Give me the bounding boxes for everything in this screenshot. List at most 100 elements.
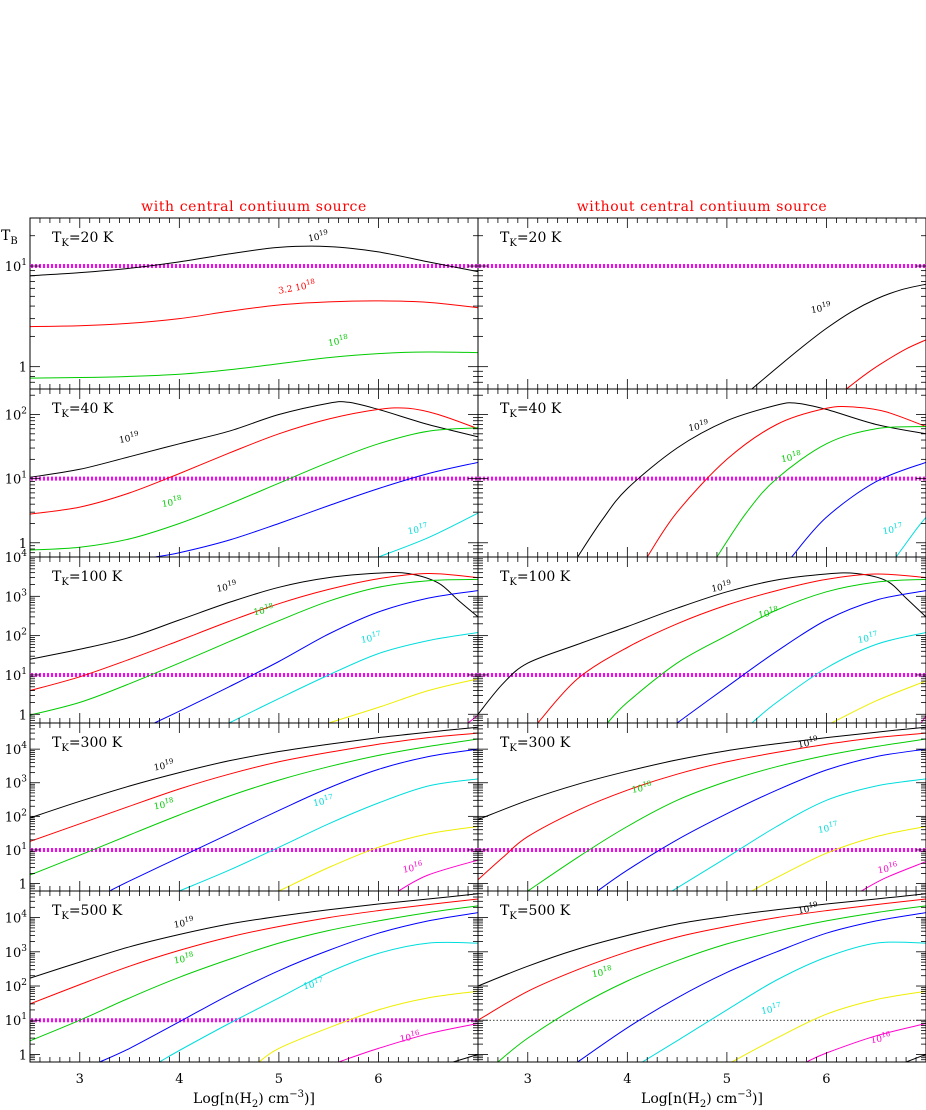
series-line-3-2-10-18 bbox=[30, 732, 478, 842]
series-label-10-16: 1016 bbox=[876, 860, 899, 876]
series-line-3-2-10-17 bbox=[791, 461, 926, 557]
x-tick-label: 5 bbox=[723, 1072, 731, 1087]
series-label-10-19: 1019 bbox=[173, 915, 195, 931]
series-label-10-18: 1018 bbox=[757, 605, 779, 621]
panel-title: TK=20 K bbox=[500, 230, 562, 249]
series-line-3-2-10-17 bbox=[109, 748, 478, 891]
x-axis-label-right: Log[n(H2) cm−3)] bbox=[641, 1089, 763, 1110]
series-label-10-19: 1019 bbox=[153, 757, 175, 773]
series-line-10-19 bbox=[30, 571, 478, 660]
series-line-10-18 bbox=[607, 578, 926, 723]
panel-r0c0: 1019 3.2 1018 1018 1 101 TK=20 K bbox=[5, 217, 479, 390]
series-line-10-19 bbox=[751, 283, 926, 389]
y-tick-label: 102 bbox=[5, 628, 27, 645]
series-line-10-16 bbox=[806, 1023, 926, 1062]
series-label-10-17: 1017 bbox=[857, 630, 879, 646]
series-line-10-16 bbox=[338, 1023, 478, 1062]
panel-title: TK=100 K bbox=[500, 569, 571, 588]
column-title-right: without central contiuum source bbox=[577, 199, 828, 215]
panel-r4c1: 1019 1018 1017 1016 3 4 5 6 TK=500 K bbox=[477, 890, 926, 1087]
series-line-3-2-10-18 bbox=[478, 732, 926, 881]
series-line-10-19 bbox=[30, 401, 478, 478]
series-line-3-2-10-16 bbox=[258, 990, 478, 1062]
y-tick-label: 103 bbox=[5, 944, 28, 961]
panel-r1c0: 1019 1018 1017 1 101 102 TK=40 K bbox=[5, 388, 479, 558]
y-tick-label: 104 bbox=[5, 741, 28, 758]
series-line-3-2-10-18 bbox=[478, 898, 926, 1021]
x-tick-label: 5 bbox=[275, 1072, 283, 1087]
series-line-3-2-10-18 bbox=[846, 339, 926, 389]
series-label-10-19: 1019 bbox=[797, 734, 819, 750]
y-axis-subscript: B bbox=[10, 236, 17, 247]
series-label-10-19: 1019 bbox=[710, 578, 732, 594]
series-label-10-18: 1018 bbox=[631, 779, 653, 795]
series-label-10-18: 1018 bbox=[153, 796, 175, 812]
panel-title: TK=20 K bbox=[52, 230, 114, 249]
y-tick-label: 1 bbox=[19, 1048, 27, 1063]
series-line-3-2-10-16 bbox=[328, 678, 478, 723]
series-label-10-18: 1018 bbox=[780, 449, 802, 465]
series-line-10-16 bbox=[398, 859, 478, 891]
x-tick-label: 3 bbox=[524, 1072, 532, 1087]
series-line-10-19 bbox=[30, 726, 478, 819]
series-label-10-19: 1019 bbox=[118, 430, 140, 446]
series-line-3-2-10-18 bbox=[646, 405, 926, 557]
series-label-10-18: 1018 bbox=[327, 333, 349, 349]
column-title-left: with central contiuum source bbox=[141, 199, 367, 215]
series-line-3-2-10-18 bbox=[30, 407, 478, 515]
series-line-3-2-10-16 bbox=[731, 990, 926, 1062]
series-line-10-17 bbox=[179, 778, 478, 891]
y-tick-label: 101 bbox=[5, 667, 27, 684]
y-tick-label: 102 bbox=[5, 978, 27, 995]
series-line-3-2-10-16 bbox=[751, 826, 926, 891]
y-tick-label: 1 bbox=[19, 537, 27, 552]
series-label-10-17: 1017 bbox=[407, 521, 429, 537]
y-tick-label: 101 bbox=[5, 1012, 27, 1029]
series-label-10-16: 1016 bbox=[870, 1030, 893, 1046]
series-line-10-19 bbox=[577, 402, 926, 557]
y-tick-label: 101 bbox=[5, 842, 27, 859]
series-label-10-17: 1017 bbox=[817, 820, 839, 836]
y-tick-label: 1 bbox=[19, 878, 27, 893]
y-tick-label: 101 bbox=[5, 258, 27, 275]
series-line-10-18 bbox=[497, 905, 926, 1062]
series-label-10-19: 1019 bbox=[307, 228, 329, 244]
x-tick-label: 6 bbox=[374, 1072, 382, 1087]
series-line-10-18 bbox=[30, 905, 478, 1042]
y-tick-label: 103 bbox=[5, 588, 28, 605]
panel-r1c1: 1019 1018 1017 TK=40 K bbox=[477, 388, 926, 558]
y-tick-label: 102 bbox=[5, 407, 27, 424]
series-label-10-17: 1017 bbox=[881, 521, 903, 537]
series-line-10-17 bbox=[671, 778, 926, 891]
series-line-10-18 bbox=[30, 427, 478, 551]
y-axis-symbol: T bbox=[1, 228, 11, 244]
series-label-10-19: 1019 bbox=[687, 418, 709, 434]
series-line-3-2-10-18 bbox=[30, 300, 478, 328]
series-label-10-17: 1017 bbox=[302, 976, 324, 992]
series-label-10-17: 1017 bbox=[312, 793, 334, 809]
series-line-10-17 bbox=[228, 632, 478, 723]
series-label-10-18: 1018 bbox=[591, 964, 613, 980]
series-line-10-17 bbox=[378, 512, 478, 557]
y-tick-label: 1 bbox=[19, 361, 27, 376]
panel-r0c1: 1019 TK=20 K bbox=[477, 217, 926, 390]
series-label-10-16: 1016 bbox=[402, 859, 425, 875]
panel-r3c1: 1019 1018 1017 1016 TK=300 K bbox=[477, 722, 926, 892]
series-line-10-18 bbox=[30, 351, 478, 379]
series-line-10-17 bbox=[642, 941, 926, 1062]
y-tick-label: 103 bbox=[5, 775, 28, 792]
panel-title: TK=300 K bbox=[500, 735, 571, 754]
y-tick-label: 104 bbox=[5, 910, 28, 927]
x-tick-label: 4 bbox=[623, 1072, 631, 1087]
series-line-3-2-10-17 bbox=[597, 748, 926, 891]
series-label-10-16: 1016 bbox=[399, 1029, 422, 1045]
series-label-10-18: 1018 bbox=[161, 494, 183, 510]
series-line-3-2-10-16 bbox=[831, 680, 926, 723]
series-line-10-19 bbox=[478, 893, 926, 987]
series-line-10-19 bbox=[30, 893, 478, 979]
panel-r3c0: 1019 1018 1017 1016 1 101 102 103 104 TK=300 K bbox=[5, 722, 479, 893]
panel-frame bbox=[477, 890, 926, 1063]
series-label-10-19: 1019 bbox=[215, 578, 237, 594]
